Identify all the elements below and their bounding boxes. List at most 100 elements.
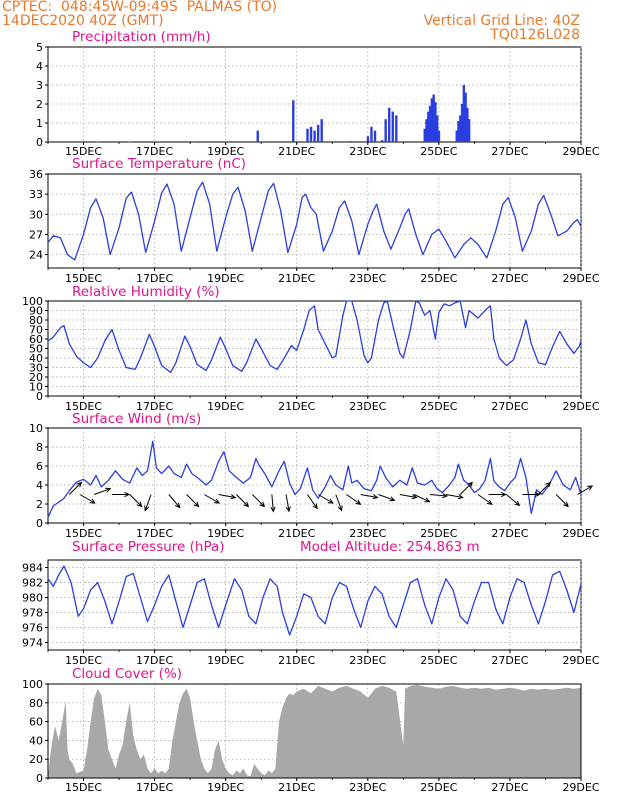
- humidity-ytick-label: 70: [29, 324, 43, 337]
- precipitation-bar: [435, 115, 439, 142]
- wind-wind-arrowhead: [355, 499, 362, 505]
- pressure-ytick-label: 980: [22, 592, 43, 605]
- temperature-series-line: [47, 181, 582, 261]
- wind-title: Surface Wind (m/s): [72, 411, 201, 427]
- wind-wind-arrow: [378, 494, 395, 501]
- humidity-ytick-label: 60: [29, 333, 43, 346]
- wind-wind-arrowhead: [230, 494, 237, 500]
- pressure-ytick-label: 976: [22, 622, 43, 635]
- pressure-ytick-label: 978: [22, 607, 43, 620]
- cloud-cover-frame-top: [47, 683, 582, 779]
- humidity-ytick-label: 10: [29, 381, 43, 394]
- wind-wind-arrowhead: [442, 492, 449, 499]
- temperature-ytick-label: 30: [29, 208, 43, 221]
- precipitation-bar: [544, 141, 547, 143]
- wind-wind-arrowhead: [563, 501, 569, 508]
- precipitation-ytick-label: 5: [36, 41, 43, 54]
- cloud-cover-ytick-label: 80: [29, 697, 43, 710]
- precipitation-bar: [306, 128, 309, 142]
- precipitation-bar: [309, 126, 313, 142]
- humidity-ytick-label: 40: [29, 352, 43, 365]
- precipitation-title: Precipitation (mm/h): [72, 29, 211, 45]
- cloud-cover-xtick-label: 25DEC: [420, 781, 457, 794]
- wind-ytick-label: 6: [36, 460, 43, 473]
- cloud-cover-xtick-label: 17DEC: [136, 781, 173, 794]
- precipitation-bar: [316, 124, 320, 142]
- precipitation-bar: [466, 107, 469, 142]
- wind-wind-arrow: [506, 494, 520, 506]
- wind-wind-arrowhead: [193, 501, 200, 508]
- cloud-cover-ytick-label: 40: [29, 734, 43, 747]
- temperature-ytick-label: 33: [29, 188, 43, 201]
- wind-wind-arrowhead: [587, 485, 594, 491]
- wind-xtick-label: 23DEC: [349, 527, 386, 540]
- pressure-title: Surface Pressure (hPa): [72, 539, 225, 555]
- wind-ytick-label: 10: [29, 422, 43, 435]
- pressure-xtick-label: 27DEC: [491, 654, 528, 667]
- precipitation-bar: [224, 141, 227, 143]
- humidity-ytick-label: 50: [29, 343, 43, 356]
- header-model-code: TQ0126L028: [490, 27, 580, 43]
- pressure-xtick-label: 25DEC: [420, 654, 457, 667]
- wind-frame: [47, 427, 582, 524]
- wind-wind-arrowhead: [457, 494, 464, 500]
- temperature-xtick-label: 29DEC: [562, 272, 599, 285]
- precipitation-bar: [455, 130, 458, 142]
- precipitation-bar: [391, 111, 394, 142]
- cloud-cover-ytick-label: 0: [36, 772, 43, 785]
- wind-series-line: [47, 440, 582, 518]
- precipitation-bar: [434, 102, 437, 142]
- wind-wind-arrow: [346, 494, 361, 505]
- wind-wind-arrowhead: [500, 491, 507, 498]
- precipitation-xtick-label: 27DEC: [491, 145, 528, 158]
- wind-wind-arrowhead: [372, 494, 379, 500]
- humidity-ytick-label: 90: [29, 305, 43, 318]
- wind-xtick-label: 27DEC: [491, 527, 528, 540]
- wind-wind-arrowhead: [136, 501, 143, 508]
- precipitation-bar: [460, 104, 464, 142]
- header-date: 14DEC2020 40Z (GMT): [2, 13, 164, 29]
- cloud-cover-xtick-label: 23DEC: [349, 781, 386, 794]
- wind-ytick-label: 4: [36, 479, 43, 492]
- precipitation-bar: [153, 141, 156, 143]
- precipitation-bar: [313, 130, 316, 142]
- temperature-xtick-label: 15DEC: [65, 272, 102, 285]
- wind-wind-arrow: [459, 482, 473, 495]
- wind-wind-arrowhead: [124, 491, 131, 498]
- cloud-cover-ytick-label: 20: [29, 753, 43, 766]
- wind-wind-arrowhead: [174, 502, 181, 509]
- temperature-xtick-label: 17DEC: [136, 272, 173, 285]
- precipitation-bar: [192, 141, 195, 143]
- wind-xtick-label: 17DEC: [136, 527, 173, 540]
- wind-wind-arrowhead: [486, 499, 493, 505]
- wind-ytick-label: 8: [36, 441, 43, 454]
- precipitation-bar: [425, 119, 428, 142]
- precipitation-ytick-label: 4: [36, 60, 43, 73]
- wind-wind-arrowhead: [312, 503, 318, 510]
- precipitation-bar: [370, 126, 373, 142]
- wind-wind-arrow: [445, 494, 463, 498]
- humidity-xtick-label: 21DEC: [278, 400, 315, 413]
- cloud-cover-ytick-label: 100: [22, 678, 43, 691]
- precipitation-bar: [292, 100, 295, 142]
- precipitation-bar: [373, 130, 377, 142]
- wind-wind-arrowhead: [243, 501, 250, 508]
- wind-wind-arrow: [251, 494, 265, 507]
- cloud-cover-xtick-label: 29DEC: [562, 781, 599, 794]
- precipitation-xtick-label: 23DEC: [349, 145, 386, 158]
- precipitation-bar: [467, 119, 471, 142]
- wind-wind-arrowhead: [259, 501, 266, 508]
- temperature-xtick-label: 21DEC: [278, 272, 315, 285]
- wind-wind-arrowhead: [76, 481, 83, 488]
- wind-wind-arrowhead: [105, 487, 112, 493]
- temperature-xtick-label: 23DEC: [349, 272, 386, 285]
- pressure-xtick-label: 29DEC: [562, 654, 599, 667]
- pressure-annotation: Model Altitude: 254.863 m: [300, 539, 480, 555]
- wind-wind-arrowhead: [214, 498, 221, 504]
- wind-wind-arrowhead: [327, 498, 334, 504]
- wind-ytick-label: 0: [36, 517, 43, 530]
- humidity-xtick-label: 23DEC: [349, 400, 386, 413]
- humidity-xtick-label: 25DEC: [420, 400, 457, 413]
- wind-wind-arrow: [129, 494, 143, 507]
- precipitation-bar: [437, 130, 441, 142]
